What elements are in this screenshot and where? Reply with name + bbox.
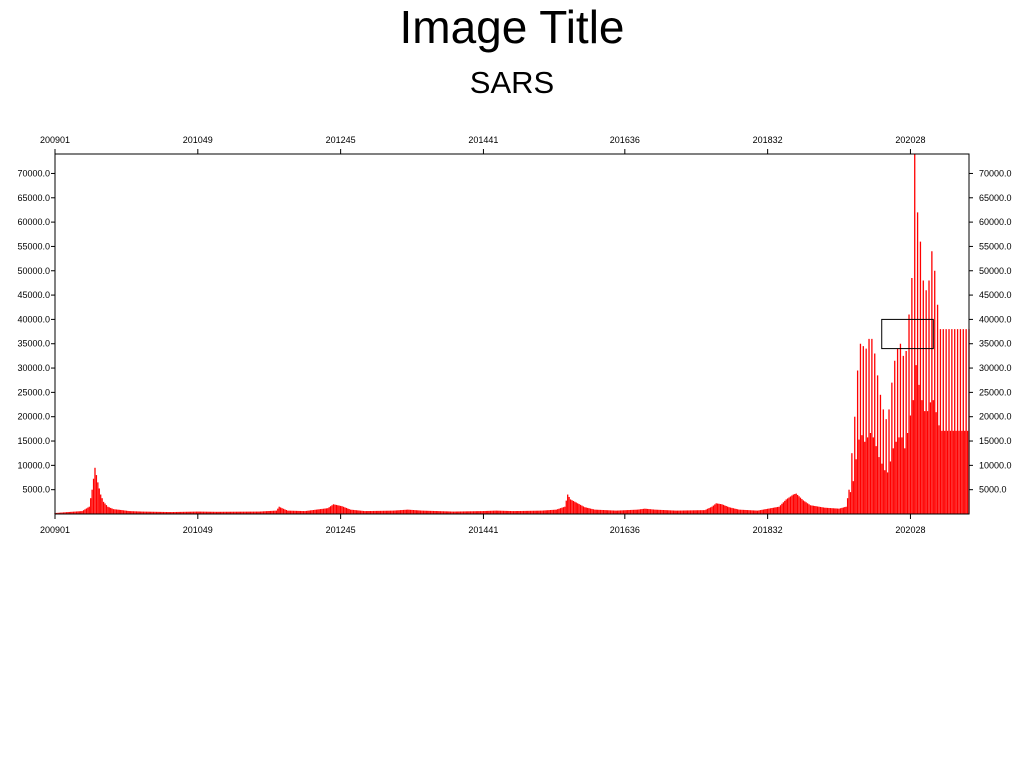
x-axis: 200901 200901 201049 201049 201245 201245 2014… (40, 135, 925, 535)
y-tick-label-right: 70000.0 (979, 168, 1012, 178)
x-tick-label-bottom: 201636 (610, 525, 640, 535)
y-axis: 5000.0 5000.0 10000.0 10000.0 15000.0 15000.0… (17, 168, 1011, 494)
y-tick-label-right: 65000.0 (979, 193, 1012, 203)
y-tick-label-right: 25000.0 (979, 387, 1012, 397)
y-tick-label-left: 25000.0 (17, 387, 50, 397)
zoom-selection-box[interactable] (881, 318, 934, 350)
x-tick-label-bottom: 200901 (40, 525, 70, 535)
y-tick-label-right: 60000.0 (979, 217, 1012, 227)
x-tick-label-top: 202028 (895, 135, 925, 145)
y-tick-label-right: 40000.0 (979, 314, 1012, 324)
y-tick-label-left: 15000.0 (17, 436, 50, 446)
x-tick-label-top: 201049 (183, 135, 213, 145)
x-tick-label-top: 201245 (326, 135, 356, 145)
x-tick-label-top: 201832 (753, 135, 783, 145)
y-tick-label-left: 40000.0 (17, 314, 50, 324)
y-tick-label-left: 30000.0 (17, 363, 50, 373)
plot-frame (54, 153, 970, 515)
x-tick-label-bottom: 202028 (895, 525, 925, 535)
x-tick-label-top: 201636 (610, 135, 640, 145)
y-tick-label-left: 10000.0 (17, 460, 50, 470)
bar-series (54, 154, 970, 514)
y-tick-label-right: 35000.0 (979, 339, 1012, 349)
y-tick-label-left: 65000.0 (17, 193, 50, 203)
x-tick-label-bottom: 201245 (326, 525, 356, 535)
y-tick-label-left: 5000.0 (22, 485, 50, 495)
x-tick-label-bottom: 201832 (753, 525, 783, 535)
y-tick-label-right: 15000.0 (979, 436, 1012, 446)
y-tick-label-right: 55000.0 (979, 241, 1012, 251)
page-title: Image Title (399, 1, 625, 53)
y-tick-label-right: 10000.0 (979, 460, 1012, 470)
y-tick-label-left: 60000.0 (17, 217, 50, 227)
y-tick-label-right: 20000.0 (979, 412, 1012, 422)
y-tick-label-right: 50000.0 (979, 266, 1012, 276)
y-tick-label-right: 30000.0 (979, 363, 1012, 373)
y-tick-label-left: 70000.0 (17, 168, 50, 178)
x-tick-label-top: 200901 (40, 135, 70, 145)
y-tick-label-right: 5000.0 (979, 485, 1007, 495)
y-tick-label-left: 50000.0 (17, 266, 50, 276)
y-tick-label-left: 20000.0 (17, 412, 50, 422)
x-tick-label-top: 201441 (468, 135, 498, 145)
y-tick-label-left: 55000.0 (17, 241, 50, 251)
y-tick-label-left: 35000.0 (17, 339, 50, 349)
x-tick-label-bottom: 201049 (183, 525, 213, 535)
y-tick-label-left: 45000.0 (17, 290, 50, 300)
x-tick-label-bottom: 201441 (468, 525, 498, 535)
y-tick-label-right: 45000.0 (979, 290, 1012, 300)
page-subtitle: SARS (469, 65, 555, 100)
